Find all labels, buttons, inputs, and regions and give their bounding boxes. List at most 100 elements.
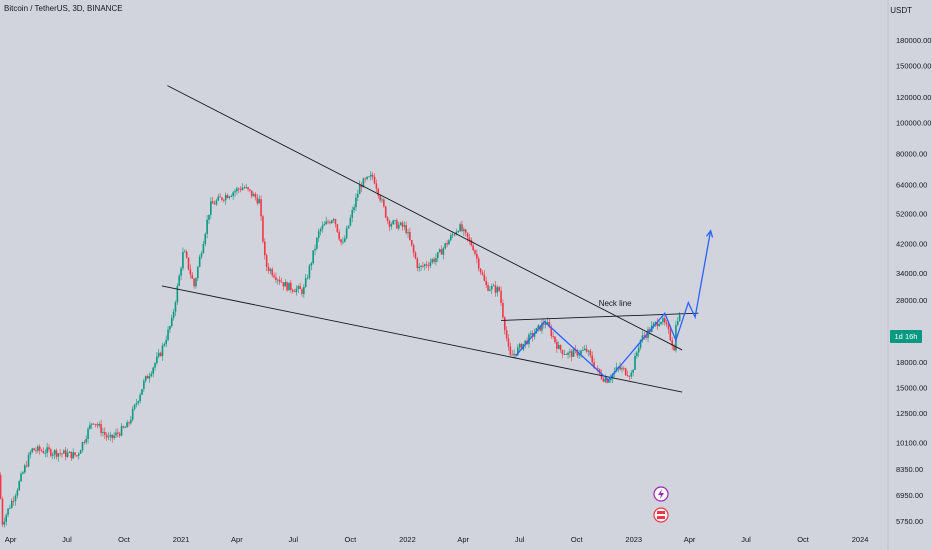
candle-body bbox=[645, 335, 647, 338]
candle-body bbox=[468, 237, 471, 240]
candle-body bbox=[420, 265, 422, 267]
candle-body bbox=[639, 339, 642, 348]
candle-body bbox=[643, 335, 646, 337]
candle-body bbox=[544, 323, 547, 325]
x-tick-label: Apr bbox=[231, 535, 243, 544]
candle-body bbox=[280, 281, 283, 283]
candle-body bbox=[448, 240, 450, 245]
candle-body bbox=[336, 224, 339, 233]
candle-body bbox=[377, 188, 380, 196]
candle-body bbox=[327, 221, 329, 223]
x-tick-label: 2022 bbox=[399, 535, 416, 544]
candle-body bbox=[217, 196, 220, 201]
us-flag-stripe bbox=[657, 514, 665, 516]
candle-body bbox=[511, 354, 514, 356]
candle-body bbox=[358, 185, 361, 195]
candle-body bbox=[0, 475, 2, 499]
candle-body bbox=[31, 448, 34, 453]
x-tick-label: Jul bbox=[741, 535, 751, 544]
candle-body bbox=[399, 222, 402, 225]
candle-body bbox=[438, 249, 441, 253]
candles-layer bbox=[0, 171, 681, 528]
candle-body bbox=[559, 345, 562, 350]
candle-body bbox=[321, 225, 324, 229]
y-tick-label: 64000.00 bbox=[896, 181, 927, 190]
candle-body bbox=[42, 451, 45, 454]
candle-body bbox=[604, 378, 607, 382]
candle-body bbox=[295, 288, 298, 293]
candle-body bbox=[135, 403, 138, 405]
candle-body bbox=[585, 348, 588, 352]
candle-body bbox=[483, 274, 486, 281]
candle-body bbox=[630, 372, 633, 377]
candle-body bbox=[111, 434, 114, 438]
candle-body bbox=[269, 269, 272, 271]
candle-body bbox=[463, 229, 465, 231]
candle-body bbox=[109, 434, 112, 437]
candle-body bbox=[334, 219, 337, 225]
candle-body bbox=[390, 224, 393, 227]
candle-body bbox=[306, 277, 309, 279]
candle-body bbox=[626, 375, 629, 377]
x-tick-label: Oct bbox=[345, 535, 358, 544]
candle-body bbox=[165, 339, 167, 345]
candle-body bbox=[379, 195, 381, 201]
candle-body bbox=[27, 454, 30, 467]
candle-body bbox=[96, 424, 99, 426]
candle-body bbox=[572, 349, 575, 357]
candle-body bbox=[550, 327, 553, 337]
candle-body bbox=[303, 286, 305, 295]
candle-body bbox=[507, 338, 510, 347]
candle-body bbox=[161, 345, 164, 357]
candle-body bbox=[219, 196, 221, 198]
candle-body bbox=[464, 229, 467, 233]
candle-body bbox=[433, 259, 435, 262]
candle-body bbox=[130, 419, 132, 424]
candle-body bbox=[76, 455, 78, 457]
candle-body bbox=[323, 224, 326, 226]
candle-body bbox=[671, 340, 674, 346]
candle-body bbox=[200, 253, 203, 257]
candle-body bbox=[183, 251, 186, 253]
candle-body bbox=[61, 453, 63, 455]
candle-body bbox=[429, 262, 432, 266]
x-tick-label: 2024 bbox=[852, 535, 869, 544]
candle-body bbox=[487, 285, 489, 291]
candle-body bbox=[472, 245, 474, 251]
candle-body bbox=[102, 432, 104, 433]
candle-body bbox=[63, 450, 65, 454]
candle-body bbox=[70, 451, 73, 459]
candle-body bbox=[384, 206, 387, 218]
candle-body bbox=[310, 263, 313, 266]
candle-body bbox=[35, 450, 37, 452]
candle-body bbox=[561, 349, 564, 355]
candle-body bbox=[53, 450, 56, 455]
candle-body bbox=[355, 197, 357, 208]
candle-body bbox=[602, 378, 605, 382]
candle-body bbox=[444, 243, 447, 249]
event-markers bbox=[653, 486, 669, 523]
x-tick-label: Apr bbox=[684, 535, 696, 544]
candle-body bbox=[362, 178, 365, 188]
candle-body bbox=[347, 225, 350, 229]
countdown-badge: 1d 16h bbox=[890, 330, 922, 343]
candle-body bbox=[490, 286, 493, 290]
candle-body bbox=[18, 481, 21, 491]
candle-body bbox=[416, 258, 419, 269]
candle-body bbox=[392, 220, 394, 225]
y-tick-label: 12500.00 bbox=[896, 409, 927, 418]
candle-body bbox=[386, 217, 389, 221]
candle-body bbox=[152, 367, 154, 374]
candle-body bbox=[518, 343, 521, 348]
candle-body bbox=[223, 199, 225, 201]
candle-body bbox=[275, 277, 277, 280]
candle-body bbox=[213, 203, 216, 205]
candle-body bbox=[513, 353, 515, 356]
candle-body bbox=[578, 354, 580, 356]
chart-title: Bitcoin / TetherUS, 3D, BINANCE bbox=[4, 4, 123, 13]
candle-body bbox=[291, 289, 294, 292]
candle-body bbox=[156, 356, 158, 364]
candle-body bbox=[163, 344, 166, 346]
